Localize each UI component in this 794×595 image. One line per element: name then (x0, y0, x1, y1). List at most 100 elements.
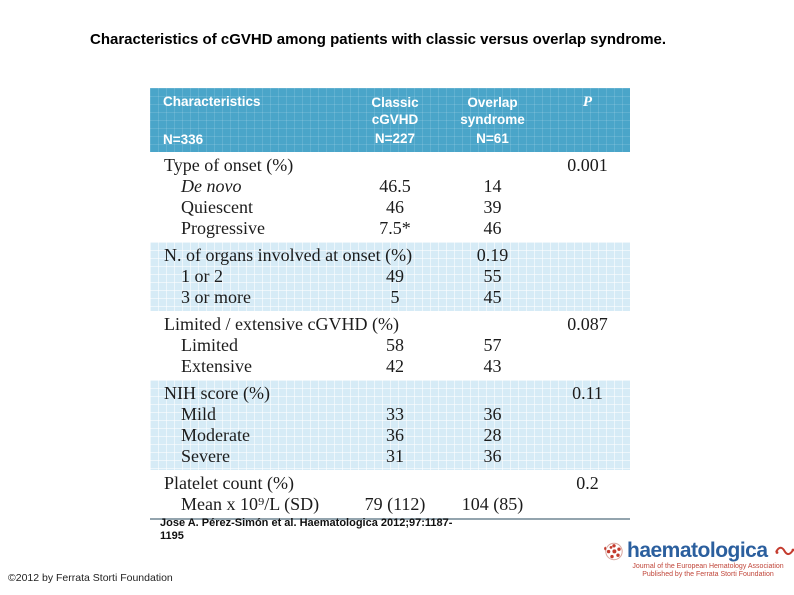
row-label: Severe (181, 446, 230, 466)
classic-cgvhd-value: 79 (112) (364, 494, 426, 514)
classic-cgvhd-value (350, 155, 440, 176)
classic-cgvhd-value (350, 383, 440, 404)
page-title: Characteristics of cGVHD among patients … (90, 31, 667, 48)
classic-cgvhd-value: 46 (386, 197, 404, 217)
table-row: 1 or 2 49 55 (150, 266, 630, 287)
citation-line2: 1195 (160, 530, 184, 542)
header-classic-cgvhd: Classic cGVHD N=227 (350, 94, 440, 147)
table-row: Limited 58 57 (150, 335, 630, 356)
overlap-syndrome-value: 28 (483, 425, 502, 445)
logo-row: haematologica (603, 539, 794, 562)
table-section: Platelet count (%) 0.2 Mean x 10⁹/L (SD) 79… (150, 470, 630, 518)
row-label: NIH score (%) (164, 383, 270, 403)
p-value (545, 197, 630, 218)
citation-line1: Jose A. Pérez-Simón et al. Haematologica… (160, 517, 453, 529)
row-label: Limited (181, 335, 238, 355)
header-classic-line2: cGVHD (371, 112, 419, 127)
p-value (545, 245, 630, 266)
table-row: Quiescent 46 39 (150, 197, 630, 218)
table-section: NIH score (%) 0.11 Mild 33 36 Moderate 36 28 Sev… (150, 380, 630, 470)
p-value: 0.2 (576, 473, 599, 493)
header-p-value: P (582, 94, 593, 110)
classic-cgvhd-value: 58 (386, 335, 404, 355)
classic-cgvhd-value: 42 (386, 356, 404, 376)
cgvhd-characteristics-table: Characteristics N=336 Classic cGVHD N=22… (150, 88, 630, 520)
row-label: Limited / extensive cGVHD (%) (164, 314, 399, 334)
row-label: Extensive (181, 356, 252, 376)
table-row: Extensive 42 43 (150, 356, 630, 377)
classic-cgvhd-value: 49 (386, 266, 404, 286)
row-label: De novo (181, 176, 242, 196)
row-label: Progressive (181, 218, 265, 238)
table-section: N. of organs involved at onset (%) 0.19 1 … (150, 242, 630, 311)
copyright-notice: ©2012 by Ferrata Storti Foundation (8, 572, 173, 584)
overlap-syndrome-value: 46 (483, 218, 502, 238)
header-overlap-line2: syndrome (460, 112, 525, 127)
overlap-syndrome-value: 43 (483, 356, 502, 376)
p-value (545, 176, 630, 197)
overlap-syndrome-value (440, 155, 545, 176)
overlap-syndrome-value: 36 (483, 446, 502, 466)
table-row: Progressive 7.5* 46 (150, 218, 630, 239)
header-characteristics-label: Characteristics (163, 94, 261, 109)
classic-cgvhd-value (350, 314, 440, 335)
classic-cgvhd-value: 31 (386, 446, 404, 466)
p-value (545, 404, 630, 425)
row-label: N. of organs involved at onset (%) (164, 245, 413, 265)
row-label: 1 or 2 (181, 266, 223, 286)
p-value (545, 266, 630, 287)
p-value: 0.11 (572, 383, 603, 403)
header-overlap-syndrome: Overlap syndrome N=61 (440, 94, 545, 147)
p-value: 0.087 (567, 314, 608, 334)
table-row: 3 or more 5 45 (150, 287, 630, 308)
p-value (545, 335, 630, 356)
header-classic-n: N=227 (374, 131, 416, 146)
table-row: NIH score (%) 0.11 (150, 383, 630, 404)
classic-cgvhd-value: 7.5* (379, 218, 411, 238)
overlap-syndrome-value: 36 (483, 404, 502, 424)
p-value (545, 218, 630, 239)
overlap-syndrome-value (440, 314, 545, 335)
row-label: Platelet count (%) (164, 473, 294, 493)
header-total-n: N=336 (163, 132, 204, 147)
logo-wordmark: haematologica (627, 539, 768, 562)
overlap-syndrome-value: 57 (483, 335, 502, 355)
header-characteristics: Characteristics N=336 (150, 94, 350, 147)
overlap-syndrome-value: 0.19 (476, 245, 509, 265)
classic-cgvhd-value: 33 (386, 404, 404, 424)
logo-tagline-line2: Published by the Ferrata Storti Foundati… (642, 571, 774, 578)
overlap-syndrome-value: 45 (483, 287, 502, 307)
table-row: Mean x 10⁹/L (SD) 79 (112) 104 (85) (150, 494, 630, 515)
table-row: Type of onset (%) 0.001 (150, 155, 630, 176)
overlap-syndrome-value: 104 (85) (461, 494, 524, 514)
classic-cgvhd-value: 46.5 (379, 176, 411, 196)
table-section: Type of onset (%) 0.001 De novo 46.5 14 Quies… (150, 152, 630, 242)
table-row: Platelet count (%) 0.2 (150, 473, 630, 494)
table-row: N. of organs involved at onset (%) 0.19 (150, 245, 630, 266)
p-value (545, 494, 630, 515)
overlap-syndrome-value (440, 473, 545, 494)
table-header-row: Characteristics N=336 Classic cGVHD N=22… (150, 88, 630, 152)
overlap-syndrome-value: 39 (483, 197, 502, 217)
citation: Jose A. Pérez-Simón et al. Haematologica… (160, 517, 452, 543)
p-value: 0.001 (567, 155, 608, 175)
header-overlap-line1: Overlap (467, 95, 518, 110)
row-label: Moderate (181, 425, 250, 445)
classic-cgvhd-value: 36 (386, 425, 404, 445)
table-row: Moderate 36 28 (150, 425, 630, 446)
table-section: Limited / extensive cGVHD (%) 0.087 Limite… (150, 311, 630, 380)
haematologica-logo: haematologica Journal of the European He… (603, 539, 794, 579)
logo-tagline-line1: Journal of the European Hematology Assoc… (632, 563, 784, 570)
table-row: Mild 33 36 (150, 404, 630, 425)
p-value (545, 356, 630, 377)
overlap-syndrome-value (440, 383, 545, 404)
table-row: Limited / extensive cGVHD (%) 0.087 (150, 314, 630, 335)
classic-cgvhd-value (350, 473, 440, 494)
header-classic-line1: Classic (371, 95, 419, 110)
row-label: Type of onset (%) (164, 155, 294, 175)
table-row: De novo 46.5 14 (150, 176, 630, 197)
red-flourish-icon (774, 546, 794, 556)
overlap-syndrome-value: 55 (483, 266, 502, 286)
row-label: 3 or more (181, 287, 251, 307)
row-label: Quiescent (181, 197, 253, 217)
